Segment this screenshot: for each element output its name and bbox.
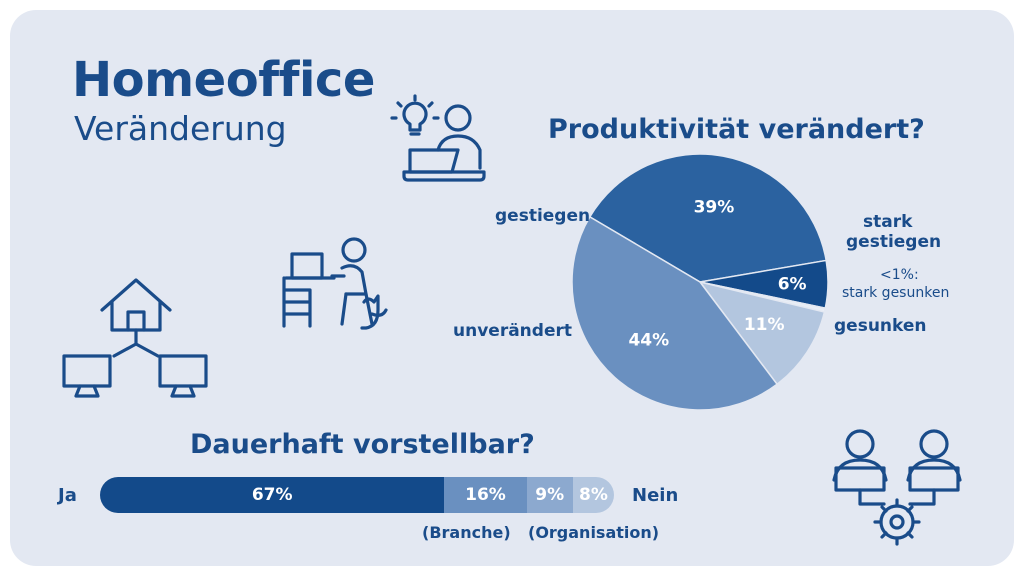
pie-value-label: 39%	[694, 197, 735, 217]
pie-label-stark-gestiegen-line2: gestiegen	[846, 232, 942, 252]
productivity-pie-chart: 39% 6% 11% 44%	[571, 153, 829, 411]
page-title: Homeoffice	[72, 52, 375, 108]
desk-worker-with-cat-icon	[282, 237, 388, 330]
pie-chart-title: Produktivität verändert?	[548, 114, 925, 145]
bar-segment-label-3: 9%	[535, 485, 565, 505]
bar-note-organisation: (Organisation)	[528, 523, 660, 542]
idea-laptop-person-icon	[390, 94, 486, 182]
bar-segment-label-4: 8%	[578, 485, 608, 505]
pie-label-stark-gesunken-value: <1%:	[880, 267, 919, 283]
pie-label-gesunken: gesunken	[834, 316, 927, 336]
pie-label-gestiegen: gestiegen	[495, 206, 591, 226]
bar-right-label: Nein	[632, 485, 679, 506]
pie-label-unveraendert: unverändert	[453, 321, 572, 341]
bar-chart-title: Dauerhaft vorstellbar?	[190, 429, 535, 460]
pie-slice-unveraendert	[571, 215, 779, 411]
pie-slice-gesunken	[698, 280, 826, 386]
infographic-card: Homeoffice Veränderung	[10, 10, 1014, 566]
permanence-stacked-bar: 67% 16% 9% 8%	[100, 477, 614, 513]
bar-note-branche: (Branche)	[422, 523, 511, 542]
page-subtitle: Veränderung	[74, 109, 287, 148]
home-network-icon	[62, 278, 208, 398]
bar-segment-1	[100, 477, 445, 513]
pie-value-label: 11%	[744, 315, 785, 335]
pie-slice-gestiegen	[588, 153, 828, 283]
bar-left-label: Ja	[58, 485, 77, 506]
pie-label-stark-gesunken: stark gesunken	[842, 285, 950, 301]
bar-segment-2	[444, 477, 527, 513]
pie-value-label: 6%	[778, 275, 807, 295]
bar-segment-3	[526, 477, 573, 513]
bar-segment-label-2: 16%	[465, 485, 506, 505]
pie-label-stark-gestiegen-line1: stark	[863, 212, 913, 232]
pie-value-label: 44%	[628, 330, 669, 350]
bar-segment-label-1: 67%	[251, 485, 293, 505]
team-settings-icon	[832, 429, 962, 546]
bar-segment-4	[572, 477, 614, 513]
